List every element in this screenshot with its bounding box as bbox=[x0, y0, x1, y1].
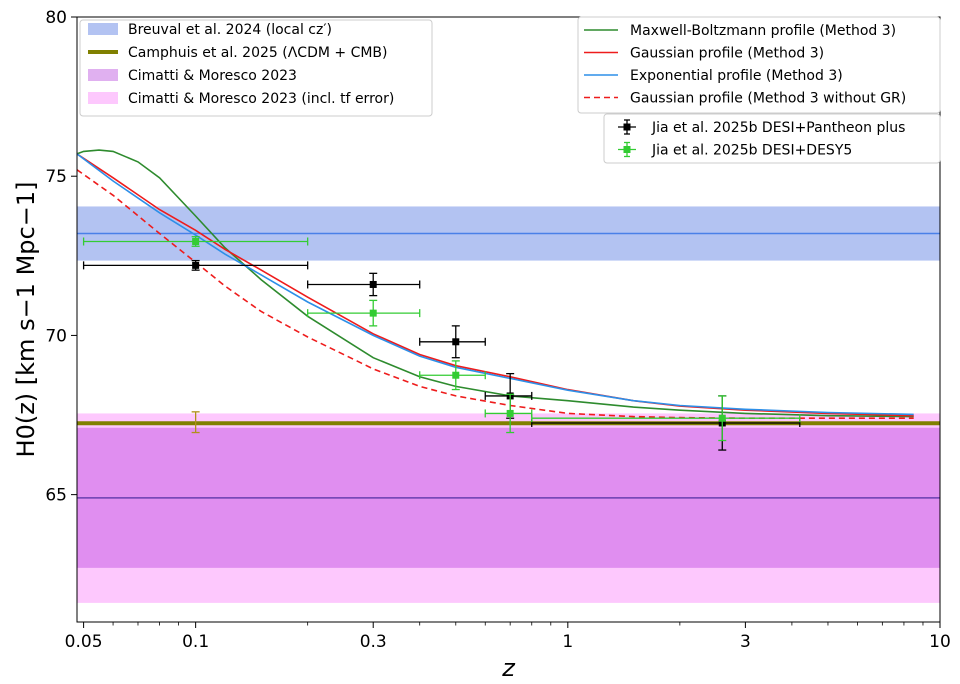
point-0-0 bbox=[82, 259, 309, 271]
legend-left-label-0: Breuval et al. 2024 (local cz′) bbox=[128, 22, 332, 38]
legend-right-bottom-label-0: Jia et al. 2025b DESI+Pantheon plus bbox=[651, 120, 905, 136]
point-0-2 bbox=[419, 325, 486, 359]
point-0-1 bbox=[307, 272, 421, 297]
point-1-1 bbox=[307, 299, 421, 327]
legend-left-label-2: Cimatti & Moresco 2023 bbox=[128, 68, 297, 84]
y-tick-label-0: 65 bbox=[45, 486, 67, 506]
point-marker-0-1 bbox=[369, 280, 377, 288]
legend-right-top: Maxwell-Boltzmann profile (Method 3) Gaus… bbox=[577, 16, 941, 114]
legend-left-box bbox=[79, 19, 433, 117]
series-line-2 bbox=[77, 153, 914, 416]
legend-right-label-0: Maxwell-Boltzmann profile (Method 3) bbox=[630, 23, 896, 39]
point-1-0 bbox=[82, 236, 309, 247]
point-marker-0-2 bbox=[452, 338, 460, 346]
legend-right-bottom-label-1: Jia et al. 2025b DESI+DESY5 bbox=[651, 143, 852, 159]
point-1-4 bbox=[531, 395, 801, 442]
legend-left-label-1: Camphuis et al. 2025 (ΛCDM + CMB) bbox=[128, 45, 388, 61]
point-marker-0-0 bbox=[192, 261, 200, 269]
point-marker-1-2 bbox=[452, 371, 460, 379]
legend-right-label-1: Gaussian profile (Method 3) bbox=[630, 46, 824, 62]
point-marker-1-4 bbox=[718, 414, 726, 422]
y-tick-label-3: 80 bbox=[45, 8, 67, 28]
legend-left-patch-3 bbox=[88, 92, 118, 104]
point-marker-1-1 bbox=[369, 309, 377, 317]
legend-right-label-2: Exponential profile (Method 3) bbox=[630, 68, 843, 84]
point-1-2 bbox=[419, 360, 486, 391]
y-tick-label-2: 75 bbox=[45, 167, 67, 187]
point-marker-1-3 bbox=[506, 409, 514, 417]
x-tick-label-1: 0.1 bbox=[182, 632, 209, 652]
legend-left-patch-2 bbox=[88, 69, 118, 81]
legend-left-patch-0 bbox=[88, 23, 118, 35]
x-tick-label-2: 0.3 bbox=[360, 632, 387, 652]
axes-frame bbox=[76, 16, 941, 623]
legend-right-top-box bbox=[577, 16, 941, 114]
legend-right-label-3: Gaussian profile (Method 3 without GR) bbox=[630, 91, 906, 107]
series-line-0 bbox=[77, 149, 914, 418]
x-axis-label: z bbox=[501, 654, 516, 682]
point-1-3 bbox=[484, 393, 533, 434]
x-tick-label-3: 1 bbox=[562, 632, 573, 652]
y-axis-label: H0(z) [km s−1 Mpc−1] bbox=[12, 182, 40, 458]
point-marker-1-0 bbox=[192, 237, 200, 245]
x-tick-label-0: 0.05 bbox=[65, 632, 103, 652]
legend-left-label-3: Cimatti & Moresco 2023 (incl. tf error) bbox=[128, 91, 394, 107]
legend-right-bottom: Jia et al. 2025b DESI+Pantheon plus Jia e… bbox=[603, 113, 941, 164]
legend-right-bottom-box bbox=[603, 113, 941, 164]
legend-marker-1 bbox=[623, 146, 631, 153]
x-tick-label-4: 3 bbox=[740, 632, 751, 652]
plot-area bbox=[77, 149, 940, 603]
x-tick-label-5: 10 bbox=[929, 632, 951, 652]
legend-marker-0 bbox=[623, 123, 631, 131]
series-line-1 bbox=[77, 153, 914, 417]
y-tick-label-1: 70 bbox=[45, 326, 67, 346]
legend-left: Breuval et al. 2024 (local cz′) Camphuis … bbox=[79, 19, 433, 117]
cmb-errorbar bbox=[191, 411, 200, 434]
